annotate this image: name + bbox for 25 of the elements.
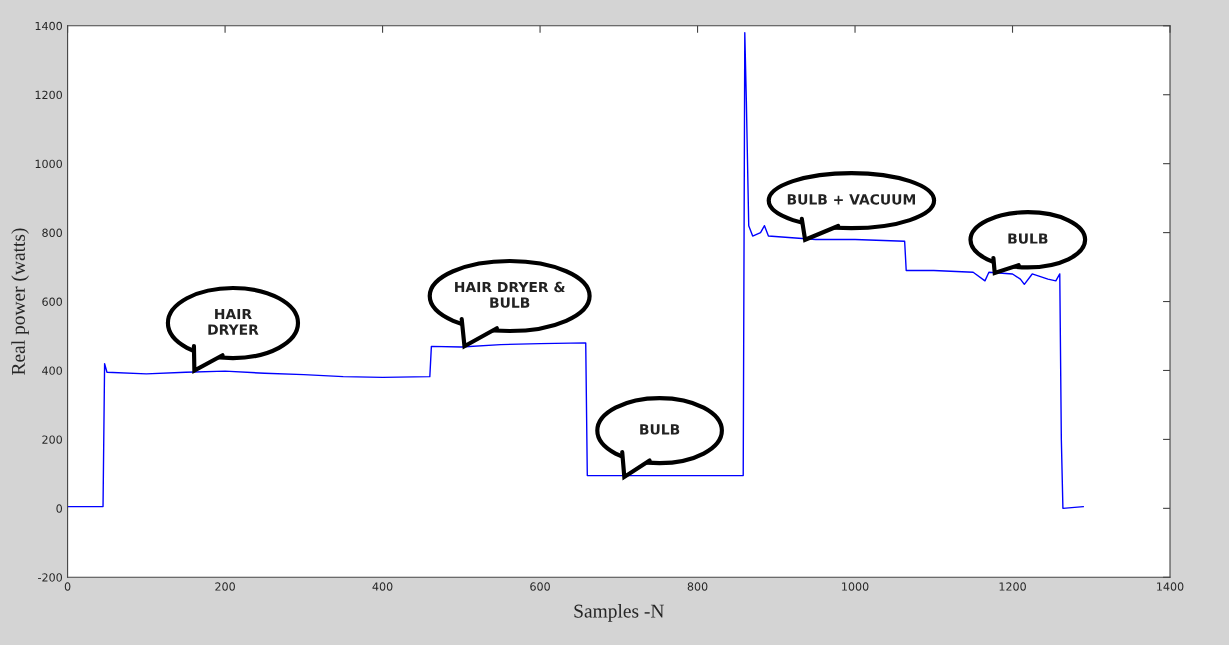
y-tick-label: 1200 (35, 90, 62, 100)
y-tick-label: 1000 (35, 159, 62, 169)
x-tick-label: 1400 (1157, 582, 1184, 591)
line-series (67, 31, 1085, 510)
annotation: BULB (640, 424, 680, 435)
annotation: BULB (1008, 233, 1048, 244)
y-axis-title: Real power (watts) (11, 228, 29, 375)
annotation: HAIR DRYER (208, 308, 259, 335)
y-tick-label: 200 (42, 435, 62, 444)
annotation: BULB + VACUUM (787, 194, 915, 205)
y-tick-label: -200 (38, 573, 62, 582)
x-tick-label: 1200 (999, 582, 1026, 591)
y-tick-label: 600 (42, 297, 62, 306)
x-tick-label: 800 (687, 582, 708, 591)
x-tick-label: 200 (215, 582, 235, 591)
y-tick-label: 800 (42, 228, 62, 237)
y-tick-label: 0 (56, 504, 62, 513)
x-tick-label: 1000 (842, 582, 869, 591)
annotation: HAIR DRYER & BULB (455, 281, 565, 308)
y-tick-label: 1400 (35, 21, 62, 31)
x-tick-label: 600 (530, 582, 550, 591)
x-tick-label: 0 (64, 582, 71, 591)
x-tick-label: 400 (372, 582, 393, 591)
x-axis-title: Samples -N (574, 604, 664, 622)
y-tick-label: 400 (42, 366, 62, 375)
